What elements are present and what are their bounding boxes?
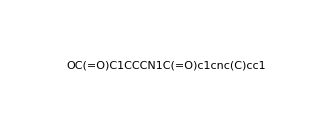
Text: OC(=O)C1CCCN1C(=O)c1cnc(C)cc1: OC(=O)C1CCCN1C(=O)c1cnc(C)cc1 bbox=[66, 61, 266, 71]
